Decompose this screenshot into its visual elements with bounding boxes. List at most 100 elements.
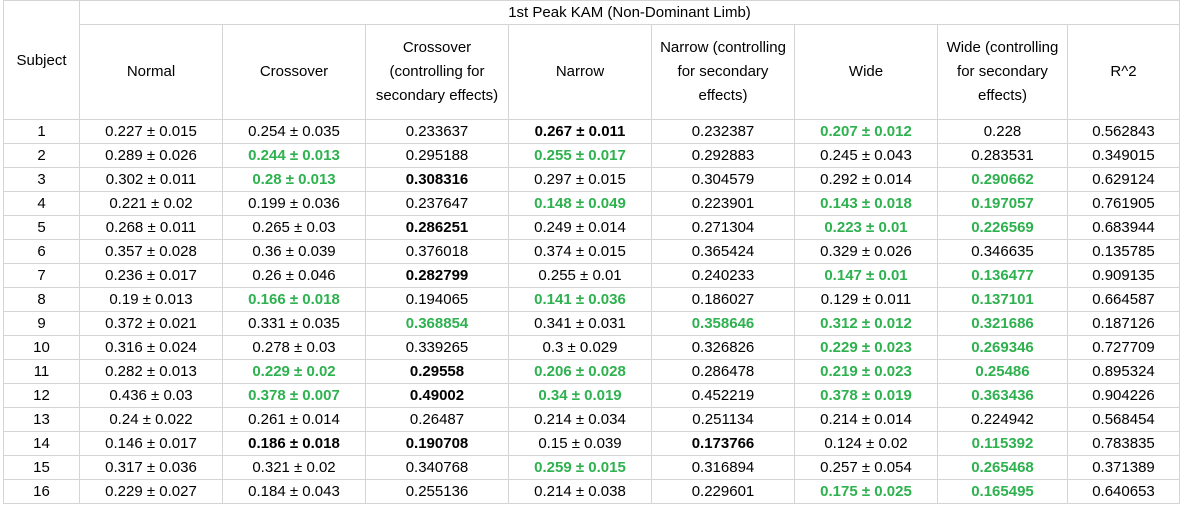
value-cell: 0.292 ± 0.014 [794, 167, 938, 192]
value-cell: 0.357 ± 0.028 [79, 239, 223, 264]
value-cell: 0.339265 [365, 335, 509, 360]
value-cell: 0.232387 [651, 119, 795, 144]
value-cell: 0.909135 [1067, 263, 1180, 288]
column-header-narrow-controlled: Narrow (controlling for secondary effect… [651, 24, 795, 120]
value-cell: 0.316 ± 0.024 [79, 335, 223, 360]
subject-cell: 3 [3, 167, 80, 192]
title-row: Subject 1st Peak KAM (Non-Dominant Limb) [3, 0, 1180, 120]
value-cell: 0.331 ± 0.035 [222, 311, 366, 336]
value-cell: 0.286478 [651, 359, 795, 384]
value-cell: 0.312 ± 0.012 [794, 311, 938, 336]
value-cell: 0.148 ± 0.049 [508, 191, 652, 216]
value-cell: 0.214 ± 0.038 [508, 479, 652, 504]
table-row: 5 0.268 ± 0.011 0.265 ± 0.03 0.286251 0.249 … [3, 215, 1180, 240]
value-cell: 0.194065 [365, 287, 509, 312]
value-cell: 0.219 ± 0.023 [794, 359, 938, 384]
value-cell: 0.321686 [937, 311, 1068, 336]
value-cell: 0.271304 [651, 215, 795, 240]
value-cell: 0.372 ± 0.021 [79, 311, 223, 336]
value-cell: 0.34 ± 0.019 [508, 383, 652, 408]
value-cell: 0.290662 [937, 167, 1068, 192]
value-cell: 0.378 ± 0.019 [794, 383, 938, 408]
value-cell: 0.143 ± 0.018 [794, 191, 938, 216]
value-cell: 0.223 ± 0.01 [794, 215, 938, 240]
value-cell: 0.259 ± 0.015 [508, 455, 652, 480]
column-header-crossover: Crossover [222, 24, 366, 120]
subject-cell: 6 [3, 239, 80, 264]
value-cell: 0.568454 [1067, 407, 1180, 432]
column-header-narrow: Narrow [508, 24, 652, 120]
value-cell: 0.227 ± 0.015 [79, 119, 223, 144]
value-cell: 0.257 ± 0.054 [794, 455, 938, 480]
table-row: 14 0.146 ± 0.017 0.186 ± 0.018 0.190708 0.15… [3, 431, 1180, 456]
value-cell: 0.229 ± 0.02 [222, 359, 366, 384]
value-cell: 0.249 ± 0.014 [508, 215, 652, 240]
value-cell: 0.240233 [651, 263, 795, 288]
subject-cell: 4 [3, 191, 80, 216]
value-cell: 0.358646 [651, 311, 795, 336]
column-header-r-squared: R^2 [1067, 24, 1180, 120]
value-cell: 0.346635 [937, 239, 1068, 264]
value-cell: 0.268 ± 0.011 [79, 215, 223, 240]
value-cell: 0.124 ± 0.02 [794, 431, 938, 456]
value-cell: 0.727709 [1067, 335, 1180, 360]
value-cell: 0.214 ± 0.014 [794, 407, 938, 432]
value-cell: 0.308316 [365, 167, 509, 192]
value-cell: 0.221 ± 0.02 [79, 191, 223, 216]
value-cell: 0.137101 [937, 287, 1068, 312]
value-cell: 0.267 ± 0.011 [508, 119, 652, 144]
value-cell: 0.229 ± 0.027 [79, 479, 223, 504]
value-cell: 0.36 ± 0.039 [222, 239, 366, 264]
subject-cell: 1 [3, 119, 80, 144]
table-row: 15 0.317 ± 0.036 0.321 ± 0.02 0.340768 0.259… [3, 455, 1180, 480]
value-cell: 0.904226 [1067, 383, 1180, 408]
value-cell: 0.452219 [651, 383, 795, 408]
value-cell: 0.640653 [1067, 479, 1180, 504]
value-cell: 0.321 ± 0.02 [222, 455, 366, 480]
value-cell: 0.368854 [365, 311, 509, 336]
value-cell: 0.363436 [937, 383, 1068, 408]
value-cell: 0.289 ± 0.026 [79, 143, 223, 168]
value-cell: 0.629124 [1067, 167, 1180, 192]
value-cell: 0.173766 [651, 431, 795, 456]
value-cell: 0.316894 [651, 455, 795, 480]
table-row: 12 0.436 ± 0.03 0.378 ± 0.007 0.49002 0.34 ±… [3, 383, 1180, 408]
value-cell: 0.236 ± 0.017 [79, 263, 223, 288]
value-cell: 0.166 ± 0.018 [222, 287, 366, 312]
value-cell: 0.197057 [937, 191, 1068, 216]
value-cell: 0.371389 [1067, 455, 1180, 480]
table-body: Subject 1st Peak KAM (Non-Dominant Limb)… [3, 0, 1180, 504]
value-cell: 0.254 ± 0.035 [222, 119, 366, 144]
subject-cell: 14 [3, 431, 80, 456]
value-cell: 0.317 ± 0.036 [79, 455, 223, 480]
value-cell: 0.26487 [365, 407, 509, 432]
value-cell: 0.49002 [365, 383, 509, 408]
table-row: 11 0.282 ± 0.013 0.229 ± 0.02 0.29558 0.206 … [3, 359, 1180, 384]
value-cell: 0.278 ± 0.03 [222, 335, 366, 360]
value-cell: 0.683944 [1067, 215, 1180, 240]
table-row: 16 0.229 ± 0.027 0.184 ± 0.043 0.255136 0.21… [3, 479, 1180, 504]
value-cell: 0.255 ± 0.01 [508, 263, 652, 288]
subject-cell: 7 [3, 263, 80, 288]
value-cell: 0.302 ± 0.011 [79, 167, 223, 192]
value-cell: 0.228 [937, 119, 1068, 144]
value-cell: 0.175 ± 0.025 [794, 479, 938, 504]
value-cell: 0.24 ± 0.022 [79, 407, 223, 432]
value-cell: 0.28 ± 0.013 [222, 167, 366, 192]
value-cell: 0.229 ± 0.023 [794, 335, 938, 360]
value-cell: 0.233637 [365, 119, 509, 144]
subject-cell: 10 [3, 335, 80, 360]
value-cell: 0.255 ± 0.017 [508, 143, 652, 168]
subject-cell: 5 [3, 215, 80, 240]
value-cell: 0.165495 [937, 479, 1068, 504]
value-cell: 0.269346 [937, 335, 1068, 360]
subject-cell: 9 [3, 311, 80, 336]
subject-cell: 8 [3, 287, 80, 312]
subject-cell: 2 [3, 143, 80, 168]
value-cell: 0.265468 [937, 455, 1068, 480]
value-cell: 0.255136 [365, 479, 509, 504]
table-row: 13 0.24 ± 0.022 0.261 ± 0.014 0.26487 0.214 … [3, 407, 1180, 432]
table-title: 1st Peak KAM (Non-Dominant Limb) [79, 0, 1180, 25]
subject-cell: 11 [3, 359, 80, 384]
value-cell: 0.376018 [365, 239, 509, 264]
